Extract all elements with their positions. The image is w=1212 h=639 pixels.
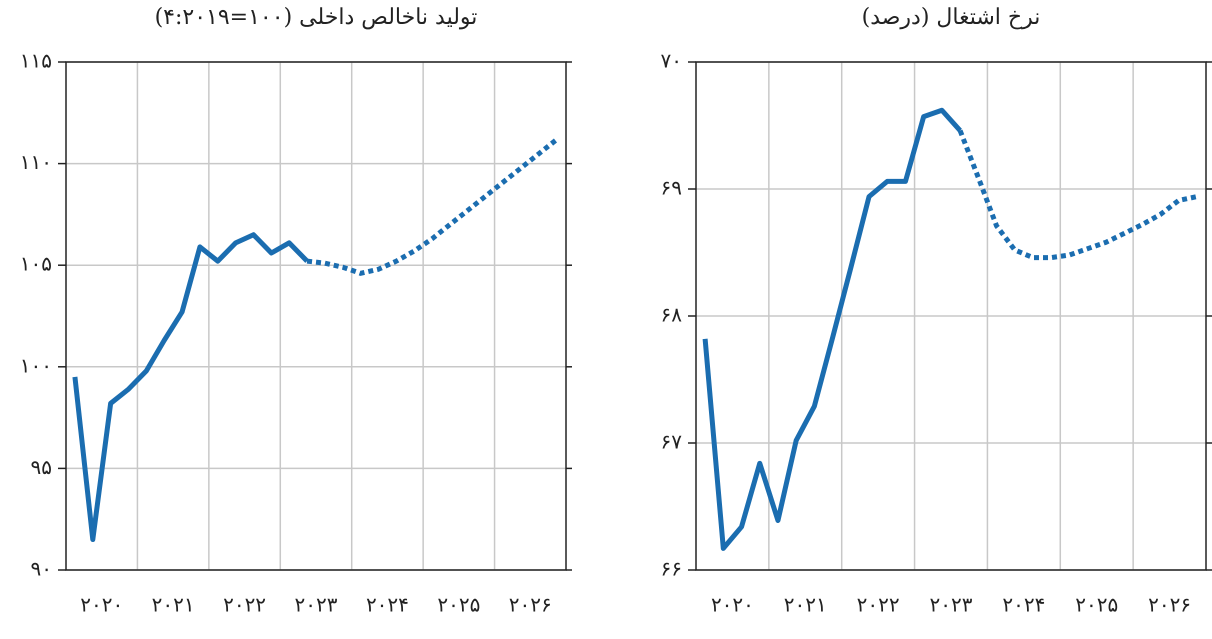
x-tick-label: ۲۰۲۳ (930, 593, 973, 617)
x-tick-label: ۲۰۲۲ (223, 593, 266, 617)
series-line (957, 129, 1198, 261)
x-tick-label: ۲۰۲۰ (80, 593, 123, 617)
y-tick-label: ۶۶ (661, 557, 682, 581)
x-tick-label: ۲۰۲۰ (711, 593, 754, 617)
x-tick-label: ۲۰۲۵ (1075, 593, 1118, 617)
plot-frame (695, 61, 1207, 571)
x-tick-label: ۲۰۲۳ (295, 593, 338, 617)
chart-title: نرخ اشتغال (درصد) (862, 5, 1041, 30)
y-tick-label: ۱۰۰ (20, 353, 52, 377)
x-tick-label: ۲۰۲۱ (152, 593, 195, 617)
y-tick-label: ۷۰ (661, 49, 682, 73)
y-tick-label: ۱۱۰ (20, 150, 52, 174)
x-tick-label: ۲۰۲۱ (784, 593, 827, 617)
x-tick-label: ۲۰۲۶ (509, 593, 552, 617)
series-line (702, 107, 962, 551)
x-tick-label: ۲۰۲۶ (1148, 593, 1191, 617)
y-tick-label: ۱۱۵ (20, 49, 52, 73)
y-tick-label: ۶۹ (661, 176, 682, 200)
chart-title: تولید ناخالص داخلی (۱۰۰=۴:۲۰۱۹) (155, 5, 478, 30)
x-tick-label: ۲۰۲۵ (437, 593, 480, 617)
x-tick-label: ۲۰۲۴ (366, 593, 409, 617)
series-line (72, 232, 309, 543)
series-line (306, 137, 559, 276)
y-tick-label: ۱۰۵ (20, 252, 52, 276)
plot-frame (65, 61, 567, 571)
x-tick-label: ۲۰۲۲ (857, 593, 900, 617)
y-tick-label: ۹۵ (31, 455, 52, 479)
y-tick-label: ۶۷ (661, 430, 683, 454)
y-tick-label: ۶۸ (661, 303, 683, 327)
x-tick-label: ۲۰۲۴ (1002, 593, 1045, 617)
y-tick-label: ۹۰ (31, 557, 52, 581)
